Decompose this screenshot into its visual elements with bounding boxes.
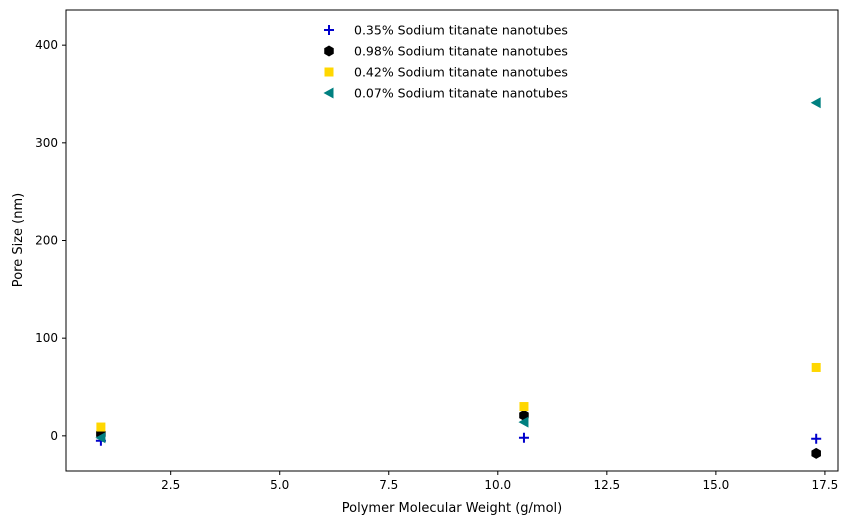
data-point-series-1: [518, 432, 529, 443]
x-axis-label: Polymer Molecular Weight (g/mol): [342, 501, 562, 516]
y-tick-label: 100: [35, 331, 58, 345]
data-point-series-4: [518, 416, 529, 428]
data-point-series-3: [96, 422, 106, 432]
legend-marker-3: [324, 67, 334, 77]
y-axis-label: Pore Size (nm): [11, 193, 26, 287]
data-point-series-4: [810, 97, 821, 109]
x-tick-label: 2.5: [161, 478, 180, 492]
legend-label-2: 0.98% Sodium titanate nanotubes: [354, 44, 568, 59]
plot-area: [65, 9, 839, 472]
x-tick-label: 5.0: [270, 478, 289, 492]
x-tick-label: 15.0: [703, 478, 730, 492]
legend-marker-2: [324, 45, 334, 57]
y-tick-label: 300: [35, 136, 58, 150]
data-point-series-3: [811, 362, 821, 372]
legend: 0.35% Sodium titanate nanotubes 0.98% Sod…: [323, 23, 568, 101]
legend-label-1: 0.35% Sodium titanate nanotubes: [354, 23, 568, 38]
y-axis: 0 100 200 300 400: [35, 38, 66, 443]
x-tick-label: 7.5: [379, 478, 398, 492]
y-tick-label: 400: [35, 38, 58, 52]
x-tick-label: 12.5: [593, 478, 620, 492]
x-tick-label: 17.5: [812, 478, 839, 492]
legend-marker-1: [324, 25, 334, 35]
data-points: [95, 97, 822, 459]
x-tick-label: 10.0: [484, 478, 511, 492]
x-axis: 2.5 5.0 7.5 10.0 12.5 15.0 17.5: [161, 471, 838, 492]
data-point-series-3: [519, 402, 529, 412]
y-tick-label: 200: [35, 234, 58, 248]
data-point-series-4: [95, 432, 106, 444]
legend-label-4: 0.07% Sodium titanate nanotubes: [354, 86, 568, 101]
legend-marker-4: [323, 87, 334, 99]
legend-label-3: 0.42% Sodium titanate nanotubes: [354, 65, 568, 80]
y-tick-label: 0: [50, 429, 58, 443]
data-point-series-1: [811, 433, 822, 444]
data-point-series-2: [811, 447, 821, 459]
